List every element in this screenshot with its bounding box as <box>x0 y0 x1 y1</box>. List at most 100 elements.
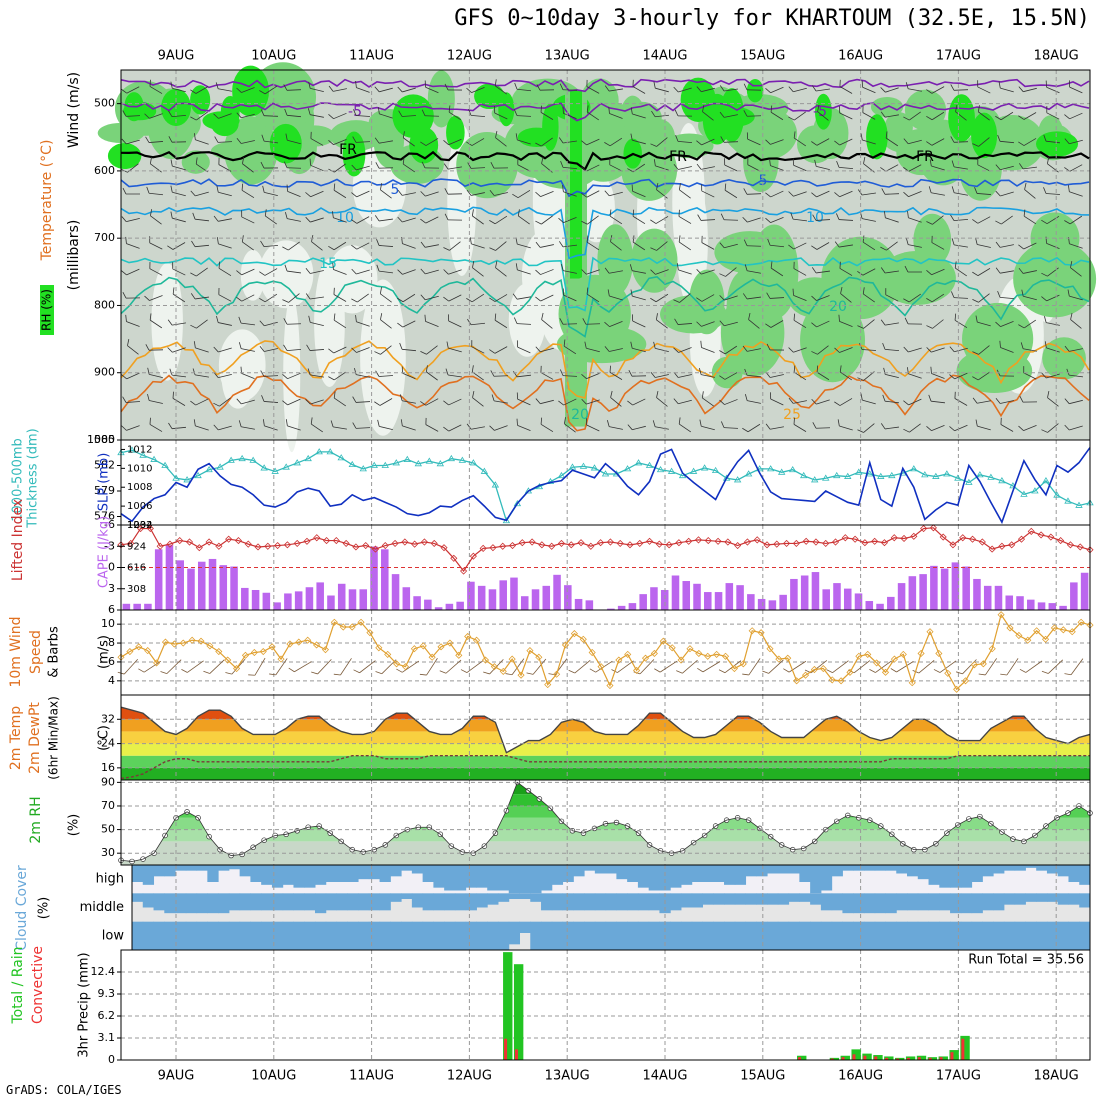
barb-staff <box>863 319 875 329</box>
barb-staff <box>333 371 347 381</box>
rh-saturated-patch <box>815 93 832 130</box>
barb-staff <box>378 245 394 247</box>
barb-staff <box>172 242 186 250</box>
barb-flag <box>719 399 725 405</box>
barb-flag <box>125 314 127 322</box>
thickness-point <box>1031 487 1039 494</box>
cloud-cell <box>347 865 359 882</box>
barb-staff <box>264 321 278 327</box>
barb-flag <box>719 242 725 249</box>
barb-flag <box>839 365 842 373</box>
barb-staff <box>149 86 163 94</box>
wind-barb <box>839 106 853 120</box>
cloud-cell <box>874 921 886 950</box>
cloud-cell <box>659 865 671 891</box>
cloud-cell <box>444 921 456 950</box>
barb-staff <box>724 164 738 172</box>
barb-flag <box>1018 425 1024 431</box>
barb-flag <box>696 269 702 275</box>
barb-staff <box>310 321 324 327</box>
wind-barb <box>355 314 370 327</box>
barb-staff <box>241 294 255 302</box>
barb-staff <box>609 137 623 147</box>
wind-barb <box>972 268 991 276</box>
cape-bar <box>887 596 895 610</box>
cape-bar <box>370 546 378 610</box>
precip-convective-bar <box>961 1038 965 1060</box>
barb-staff <box>471 426 485 430</box>
wind-barb <box>903 398 922 406</box>
wind-barb <box>995 190 1014 197</box>
barb-flag <box>563 417 566 424</box>
barb-staff <box>1000 244 1014 248</box>
barb-flag <box>309 158 311 166</box>
wind-barb <box>926 268 945 276</box>
barb-flag <box>218 157 220 165</box>
cloud-cell <box>928 893 940 911</box>
barb-flag <box>515 133 518 141</box>
barb-flag <box>355 314 357 322</box>
barb-staff <box>839 244 853 248</box>
barb-staff <box>494 192 508 196</box>
barb-staff <box>862 218 876 222</box>
wind-barb <box>838 314 853 327</box>
wind-barb <box>581 215 599 225</box>
barb-flag <box>904 317 909 325</box>
wind-barb <box>839 79 853 94</box>
wind-barb <box>420 345 438 355</box>
wind-barb <box>515 133 531 145</box>
wind-barb <box>880 111 899 118</box>
cloud-cell <box>982 921 994 950</box>
wind-barb <box>354 368 370 378</box>
cloud-cell <box>724 921 736 950</box>
lifted-tick-label: -6 <box>104 518 115 531</box>
barb-staff <box>659 660 678 673</box>
cape-bar <box>520 596 529 610</box>
wind-barb <box>926 215 944 225</box>
barb-flag <box>742 673 749 676</box>
precip-convective-bar <box>939 1057 943 1060</box>
wind-barb <box>121 86 140 94</box>
barb-staff <box>494 112 508 120</box>
barb-staff <box>609 113 623 119</box>
wind-speed-point <box>259 647 267 656</box>
wind-barb <box>374 345 392 355</box>
cloud-cell <box>454 865 467 891</box>
wind-barb-10m <box>1064 658 1084 676</box>
barb-staff <box>839 190 853 198</box>
barb-flag <box>1018 86 1024 92</box>
isotherm-line <box>120 275 1090 338</box>
cape-bar <box>951 562 960 610</box>
barb-flag <box>514 82 518 90</box>
barb-flag <box>328 85 334 92</box>
barb-staff <box>793 268 807 276</box>
temp-tick-label: 24 <box>101 737 115 750</box>
cloud-cell <box>196 893 208 914</box>
wind-barb <box>604 320 623 328</box>
barb-flag <box>190 272 197 277</box>
wind-barb <box>696 294 715 302</box>
cloud-cell <box>142 893 155 908</box>
barb-staff <box>563 216 577 224</box>
cape-bar <box>176 560 184 610</box>
barb-staff <box>333 269 347 275</box>
cloud-cell <box>863 921 876 950</box>
barb-staff <box>448 111 462 121</box>
barb-staff <box>379 270 393 274</box>
wind-barb <box>862 287 875 303</box>
barb-flag <box>783 668 790 673</box>
barb-staff <box>978 345 990 355</box>
cape-bar <box>940 568 949 610</box>
barb-flag <box>420 191 426 197</box>
barb-flag <box>767 238 771 246</box>
barb-flag <box>541 156 544 164</box>
barb-flag <box>700 340 702 348</box>
barb-staff <box>333 112 347 120</box>
cloud-cell <box>401 921 413 950</box>
cloud-cell <box>971 865 983 882</box>
barb-staff <box>1069 425 1083 431</box>
barb-staff <box>953 297 969 299</box>
wind-barb <box>903 190 922 198</box>
barb-staff <box>340 658 352 676</box>
lifted-point <box>636 539 644 547</box>
